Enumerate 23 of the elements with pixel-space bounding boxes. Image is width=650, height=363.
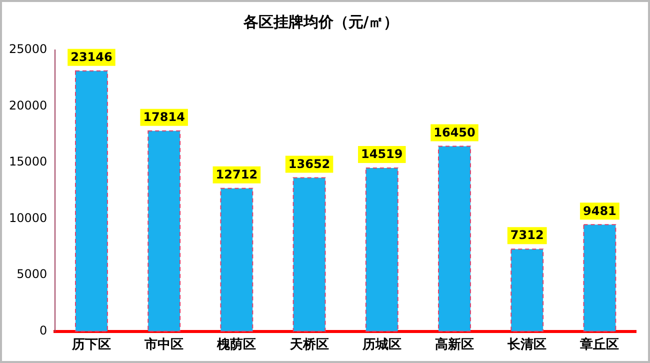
y-tick-label: 5000: [16, 267, 48, 282]
x-tick-label: 市中区: [144, 336, 184, 353]
data-label: 12712: [216, 167, 258, 182]
x-tick-label: 天桥区: [288, 338, 329, 353]
x-tick-label: 长清区: [506, 338, 547, 353]
data-label: 16450: [434, 125, 476, 140]
y-tick-label: 10000: [8, 210, 48, 225]
y-tick-label: 15000: [8, 154, 48, 169]
data-label: 23146: [70, 50, 112, 64]
y-tick-label: 25000: [8, 42, 48, 56]
x-tick-label: 高新区: [434, 336, 474, 353]
data-label: 7312: [510, 228, 544, 242]
x-tick-label: 槐荫区: [216, 336, 256, 353]
data-label: 17814: [143, 110, 185, 124]
x-tick-label: 历城区: [361, 338, 402, 353]
data-label: 13652: [288, 156, 330, 171]
y-tick-label: 0: [40, 324, 48, 338]
x-tick-label: 历下区: [70, 338, 111, 353]
chart-title: 各区挂牌均价（元/㎡）: [242, 12, 399, 31]
y-tick-label: 20000: [8, 98, 48, 112]
data-label: 9481: [582, 204, 616, 218]
x-tick-label: 章丘区: [579, 336, 620, 353]
data-label: 14519: [361, 147, 403, 162]
